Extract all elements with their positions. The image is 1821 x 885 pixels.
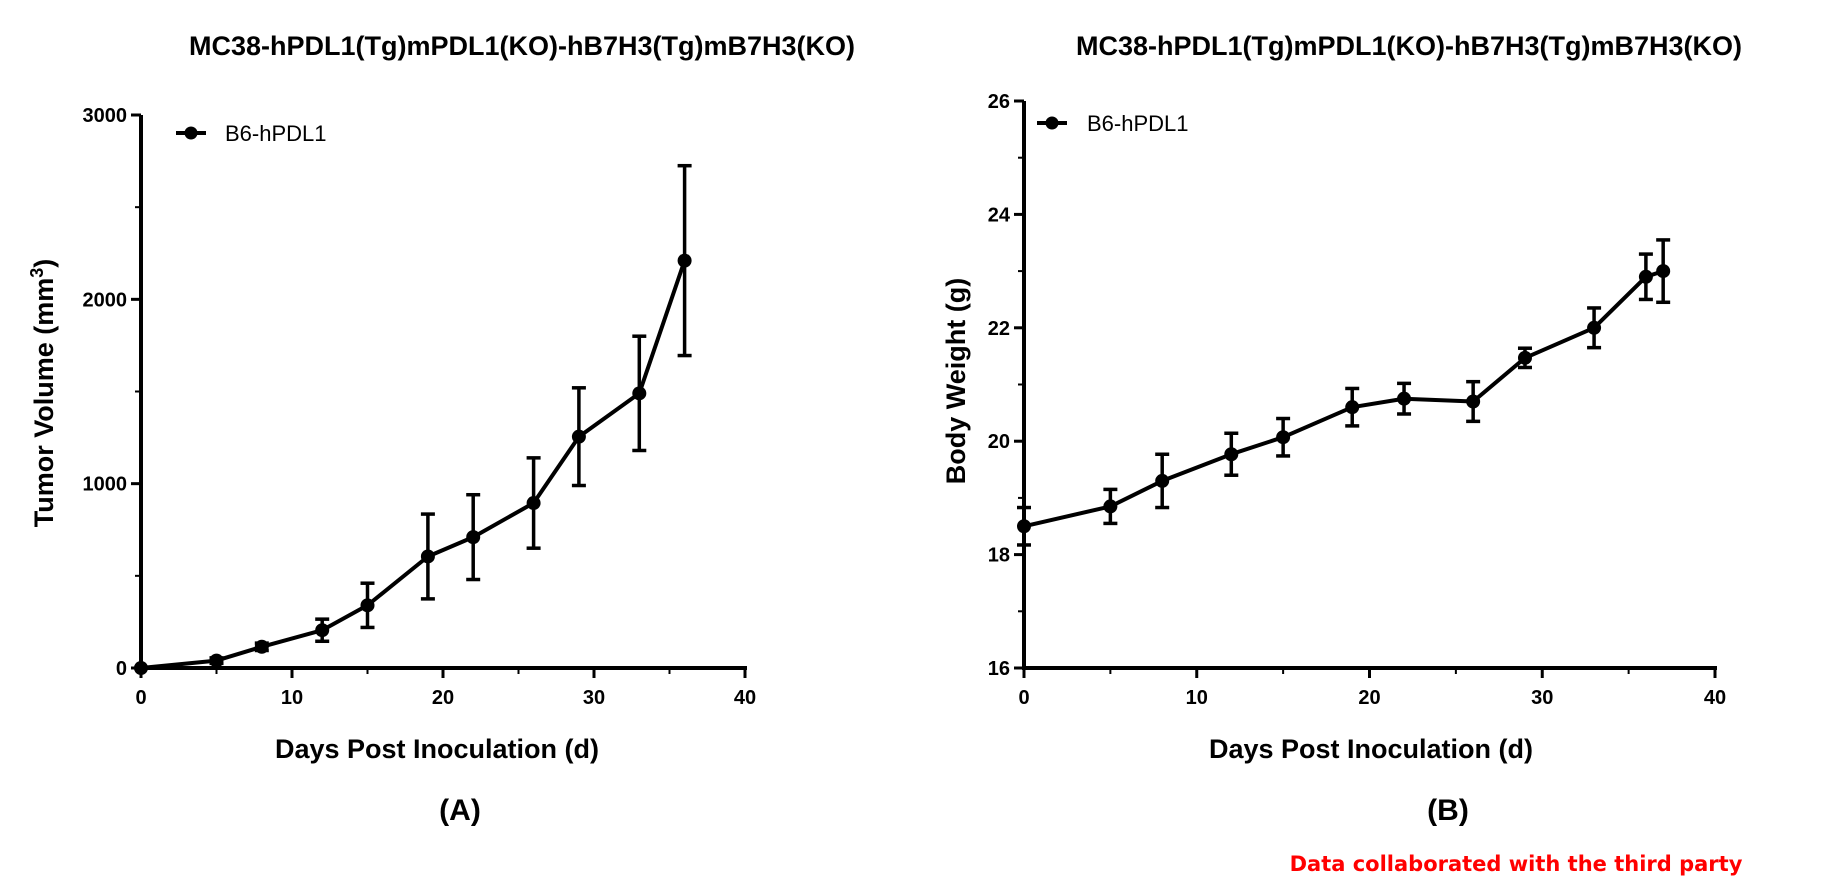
data-point [1656,264,1671,279]
data-point [632,386,647,401]
y-tick-label: 18 [988,545,1010,567]
data-point [1103,499,1118,514]
y-tick-label: 22 [988,318,1010,340]
legend-label: B6-hPDL1 [225,121,327,146]
data-point [1155,473,1170,488]
data-point [571,429,586,444]
data-point [209,653,224,668]
data-point [315,623,330,638]
x-tick-label: 0 [1018,687,1029,709]
data-point [1276,430,1291,445]
x-tick-label: 10 [1186,687,1208,709]
data-point [1587,320,1602,335]
series-line [140,259,687,670]
data-point [1224,447,1239,462]
y-axis-label: Tumor Volume (mm3) [27,259,59,528]
data-point [1397,391,1412,406]
x-tick-label: 40 [1704,687,1726,709]
x-tick-label: 10 [281,687,303,709]
legend-marker [1045,116,1059,130]
series-line [1023,269,1664,529]
panel-a: MC38-hPDL1(Tg)mPDL1(KO)-hB7H3(Tg)mB7H3(K… [27,31,855,827]
y-tick-label: 1000 [83,474,128,496]
data-point [1638,269,1653,284]
x-axis-label: Days Post Inoculation (d) [275,734,599,764]
y-tick-label: 26 [988,91,1010,113]
data-point [134,661,148,675]
y-tick-label: 20 [988,431,1010,453]
legend-label: B6-hPDL1 [1087,111,1189,136]
x-tick-label: 30 [583,687,605,709]
data-point [466,530,481,545]
chart-title: MC38-hPDL1(Tg)mPDL1(KO)-hB7H3(Tg)mB7H3(K… [189,31,855,61]
y-tick-label: 24 [988,204,1011,226]
x-tick-label: 40 [734,687,756,709]
panel-b: MC38-hPDL1(Tg)mPDL1(KO)-hB7H3(Tg)mB7H3(K… [941,31,1742,827]
data-point [1345,400,1360,415]
x-axis-label: Days Post Inoculation (d) [1209,734,1533,764]
x-tick-label: 20 [1358,687,1380,709]
data-point [360,598,375,613]
panel-label: (B) [1427,794,1469,827]
chart-title: MC38-hPDL1(Tg)mPDL1(KO)-hB7H3(Tg)mB7H3(K… [1076,31,1742,61]
x-tick-label: 30 [1531,687,1553,709]
x-tick-label: 20 [432,687,454,709]
y-tick-label: 2000 [83,289,128,311]
data-point [420,549,435,564]
y-tick-label: 16 [988,658,1010,680]
y-tick-label: 3000 [83,105,128,127]
y-tick-label: 0 [116,658,127,680]
legend-marker [184,126,198,140]
y-axis-label-main: Tumor Volume (mm [29,278,59,528]
y-axis-label-superscript: 3 [27,268,47,278]
panel-label: (A) [439,794,481,827]
data-point [1517,350,1532,365]
data-point [677,253,692,268]
y-axis-label: Body Weight (g) [941,278,971,484]
data-point [526,496,541,511]
credit-text: Data collaborated with the third party [1290,852,1743,876]
x-tick-label: 0 [135,687,146,709]
y-axis-label-close: ) [29,259,59,268]
data-point [1017,519,1031,534]
data-point [254,639,269,654]
data-point [1466,394,1481,409]
